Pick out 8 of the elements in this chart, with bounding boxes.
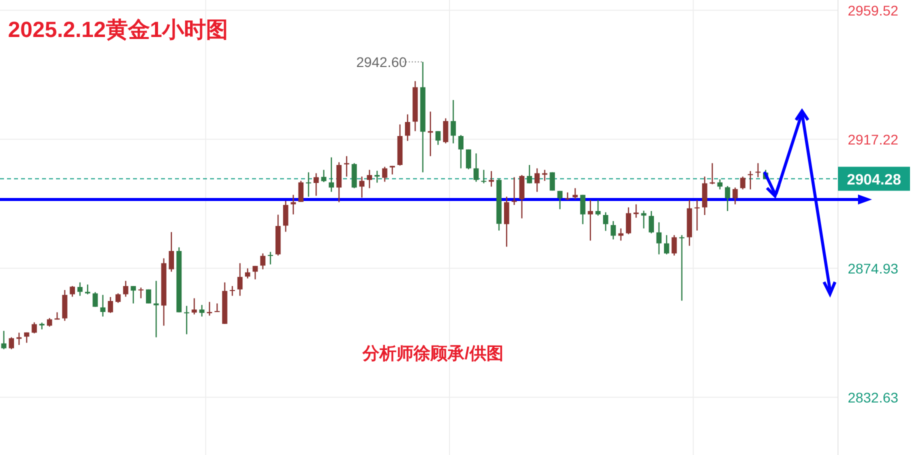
y-tick-label: 2874.93 xyxy=(848,260,899,276)
text: 2025.2.12黄金1小时图 xyxy=(8,17,228,42)
y-tick-label: 2959.52 xyxy=(848,2,899,18)
y-tick-label: 2832.63 xyxy=(848,389,899,406)
y-tick-label: 2917.22 xyxy=(848,131,899,148)
annotation: 2942.60 xyxy=(356,54,408,70)
ref-line-label: 2904.28 xyxy=(846,171,902,188)
annotation: 分析师徐顾承/供图 xyxy=(362,344,504,363)
